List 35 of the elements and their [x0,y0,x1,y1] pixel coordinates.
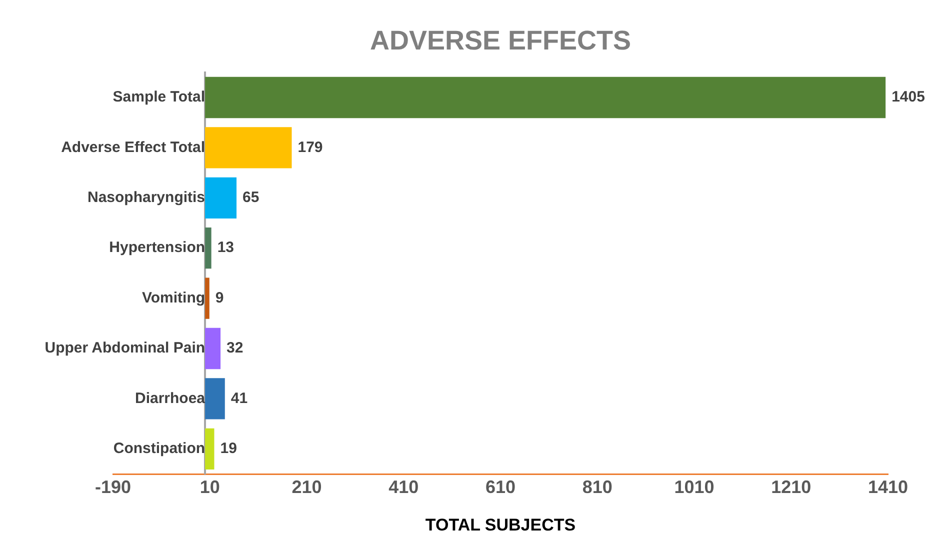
chart-title: ADVERSE EFFECTS [370,26,632,56]
data-label: 19 [220,440,237,458]
data-label: 65 [242,189,260,206]
x-tick-label: 1210 [771,476,812,497]
data-label: 41 [230,390,248,407]
data-label: 9 [215,289,224,306]
y-tick-label: Vomiting [142,289,206,306]
bar [205,76,886,118]
x-axis-title: TOTAL SUBJECTS [425,515,576,534]
data-label: 179 [298,138,323,156]
data-label: 32 [226,340,244,357]
bar [205,428,214,470]
y-tick-label: Upper Abdominal Pain [44,340,206,357]
bar [205,328,221,370]
data-label: 13 [217,239,234,256]
x-tick-label: 10 [200,476,220,497]
y-tick-label: Hypertension [109,239,206,256]
y-tick-label: Sample Total [112,88,206,106]
x-tick-label: -190 [94,476,132,497]
bar [205,278,210,319]
bar [205,177,237,218]
data-label: 1405 [892,88,925,106]
bar [205,228,212,269]
x-tick-label: 1410 [868,476,908,497]
y-tick-label: Constipation [113,440,206,458]
bar [205,127,292,168]
x-tick-label: 1010 [674,476,714,497]
y-tick-label: Adverse Effect Total [61,138,206,156]
y-tick-label: Nasopharyngitis [88,189,206,206]
x-tick-label: 210 [292,476,322,497]
bar [205,378,225,420]
x-tick-label: 810 [582,476,612,497]
x-tick-label: 410 [388,476,419,497]
y-tick-label: Diarrhoea [135,390,206,407]
x-tick-label: 610 [485,476,516,497]
